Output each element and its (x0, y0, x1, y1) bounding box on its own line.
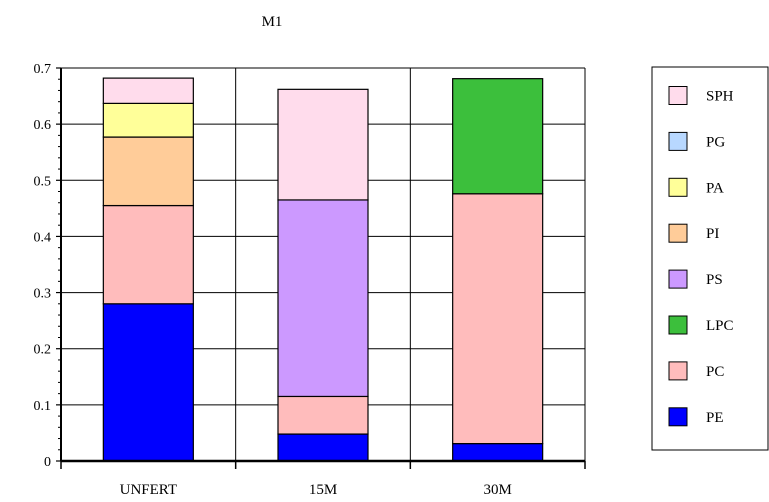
legend-label-pe: PE (706, 410, 724, 426)
legend-swatch-pc (668, 361, 688, 381)
bar-segment-pc-unfert (102, 204, 194, 305)
bar-segment-sph-unfert (102, 77, 194, 104)
y-tick-label: 0.1 (34, 399, 52, 414)
legend-label-pi: PI (706, 226, 719, 242)
x-tick-label: UNFERT (120, 482, 177, 497)
legend-swatch-pa (668, 177, 688, 197)
legend-swatch-pe (668, 407, 688, 427)
legend-swatch-lpc (668, 315, 688, 335)
x-tick-label: 30M (483, 482, 511, 497)
legend-label-ps: PS (706, 272, 723, 288)
y-tick-label: 0.5 (34, 174, 52, 189)
bar-segment-ps-15m (277, 199, 369, 398)
bar-segment-pa-unfert (102, 102, 194, 138)
bar-segment-lpc-30m (452, 78, 544, 195)
x-tick-label: 15M (309, 482, 337, 497)
bar-segment-pe-30m (452, 442, 544, 462)
legend-label-pc: PC (706, 364, 724, 380)
bar-segment-pi-unfert (102, 136, 194, 207)
legend-box (651, 66, 769, 451)
y-tick-label: 0.7 (34, 62, 52, 77)
bar-segment-pc-30m (452, 193, 544, 445)
y-tick-label: 0.6 (34, 118, 52, 133)
legend-label-pa: PA (706, 180, 724, 196)
legend-swatch-ps (668, 269, 688, 289)
bar-segment-sph-15m (277, 88, 369, 201)
legend-swatch-pg (668, 131, 688, 151)
y-tick-label: 0.2 (34, 343, 52, 358)
y-tick-label: 0.3 (34, 287, 52, 302)
y-tick-label: 0 (44, 455, 51, 470)
legend-label-lpc: LPC (706, 318, 734, 334)
bars-layer (102, 77, 544, 462)
legend-swatch-sph (668, 86, 688, 105)
y-tick-label: 0.4 (34, 230, 52, 245)
legend-label-pg: PG (706, 134, 725, 150)
legend-swatch-pi (668, 223, 688, 243)
bar-segment-pe-unfert (102, 303, 194, 462)
legend-label-sph: SPH (706, 89, 734, 105)
chart-title: M1 (262, 14, 283, 30)
bar-segment-pe-15m (277, 433, 369, 462)
legend: SPH PG PA PI PS LPC PC PE (651, 66, 769, 451)
bar-segment-pc-15m (277, 395, 369, 435)
axes-layer: 0 0.1 0.2 0.3 0.4 0.5 0.6 0.7 UNFERT 15M 30M (34, 62, 586, 498)
